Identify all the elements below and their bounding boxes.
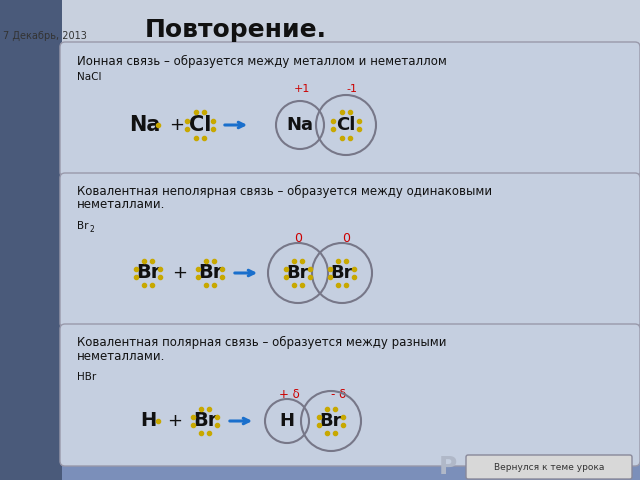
Text: +: + <box>170 116 184 134</box>
Text: Br: Br <box>136 264 160 283</box>
Text: Ионная связь – образуется между металлом и неметаллом: Ионная связь – образуется между металлом… <box>77 54 447 68</box>
Text: H: H <box>140 411 156 431</box>
Text: -1: -1 <box>346 84 358 94</box>
FancyBboxPatch shape <box>60 324 640 466</box>
Text: 0: 0 <box>342 231 350 244</box>
Text: +: + <box>168 412 182 430</box>
Text: Br: Br <box>198 264 222 283</box>
FancyBboxPatch shape <box>60 42 640 177</box>
Text: Cl: Cl <box>189 115 211 135</box>
Text: Br: Br <box>320 412 342 430</box>
Text: Ковалентная полярная связь – образуется между разными: Ковалентная полярная связь – образуется … <box>77 336 447 348</box>
Text: 2: 2 <box>89 226 93 235</box>
Text: +1: +1 <box>294 84 310 94</box>
Text: Вернулся к теме урока: Вернулся к теме урока <box>494 463 604 471</box>
FancyBboxPatch shape <box>60 173 640 328</box>
Text: Br: Br <box>193 411 217 431</box>
Text: H: H <box>280 412 294 430</box>
Text: - δ: - δ <box>332 388 347 401</box>
Text: +: + <box>173 264 188 282</box>
Text: Ковалентная неполярная связь – образуется между одинаковыми: Ковалентная неполярная связь – образуетс… <box>77 184 492 198</box>
Text: 7 Декабрь, 2013: 7 Декабрь, 2013 <box>3 31 87 41</box>
Text: неметаллами.: неметаллами. <box>77 349 165 362</box>
Text: NaCl: NaCl <box>77 72 102 82</box>
Bar <box>62 0 640 44</box>
Text: 0: 0 <box>294 231 302 244</box>
Text: + δ: + δ <box>278 388 300 401</box>
Text: Na: Na <box>287 116 314 134</box>
FancyBboxPatch shape <box>466 455 632 479</box>
Text: Повторение.: Повторение. <box>145 18 327 42</box>
Text: Cl: Cl <box>336 116 356 134</box>
Text: неметаллами.: неметаллами. <box>77 199 165 212</box>
Bar <box>0 0 62 480</box>
Text: Br: Br <box>77 221 88 231</box>
Text: Na: Na <box>129 115 161 135</box>
Text: Р: Р <box>439 455 457 479</box>
Text: Br: Br <box>287 264 309 282</box>
Text: HBr: HBr <box>77 372 96 382</box>
Text: Br: Br <box>331 264 353 282</box>
